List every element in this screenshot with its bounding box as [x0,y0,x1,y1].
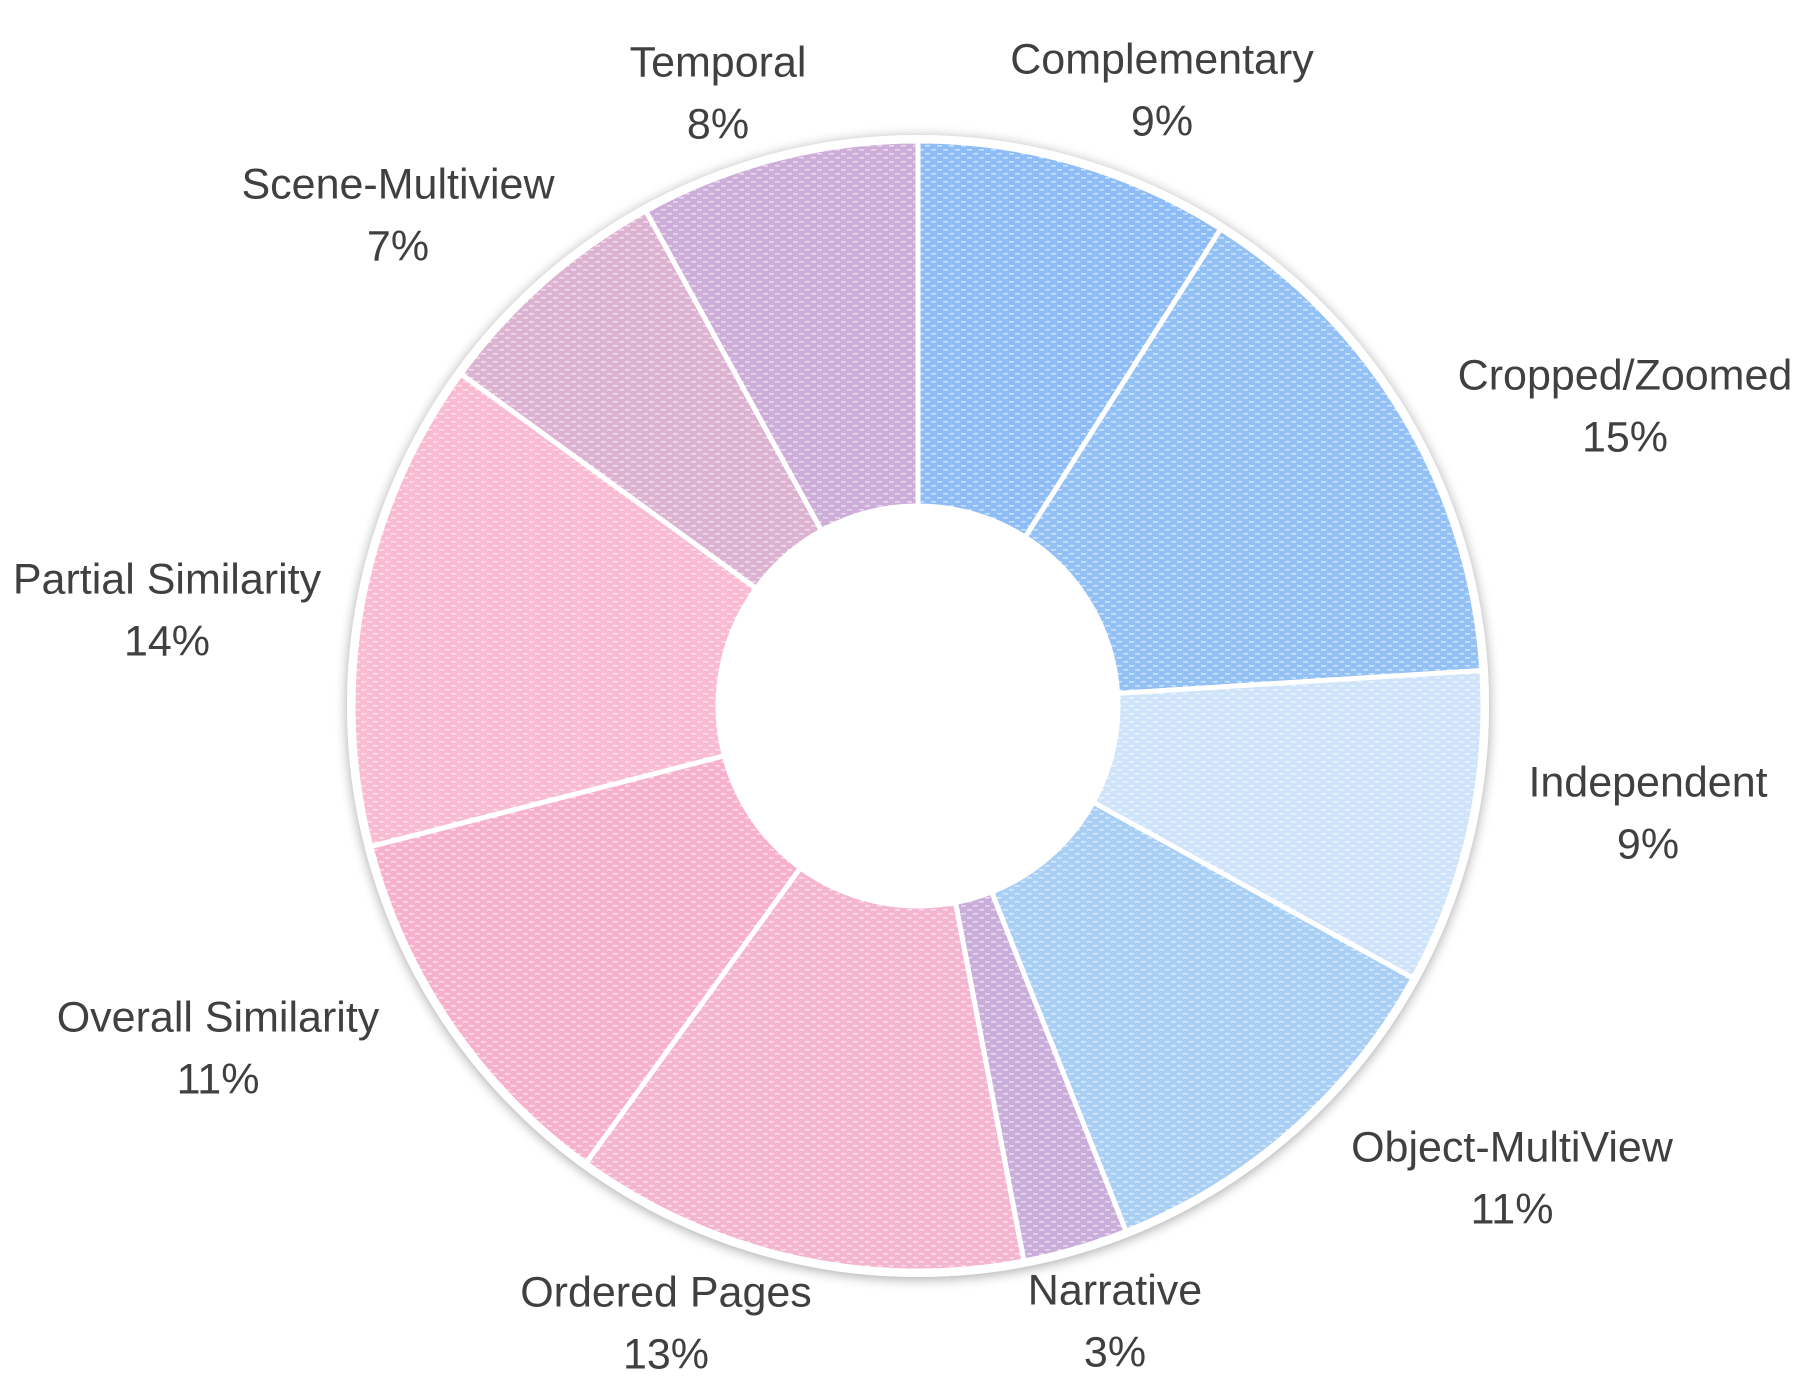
slice-category-label: Scene-Multiview [241,160,555,208]
slice-category-label: Narrative [1028,1266,1202,1314]
slice-percent-label: 3% [1084,1328,1146,1376]
slice-percent-label: 9% [1617,820,1679,868]
slice-category-label: Temporal [630,38,807,86]
slice-percent-label: 7% [367,222,429,270]
slice-percent-label: 11% [177,1055,260,1103]
slice-category-label: Independent [1528,758,1767,806]
slice-percent-label: 9% [1131,97,1193,145]
slice-percent-label: 15% [1582,413,1668,461]
slice-category-label: Cropped/Zoomed [1458,351,1793,399]
slice-labels: Complementary 9% Cropped/Zoomed 15% Independ… [13,35,1792,1378]
slice-category-label: Ordered Pages [520,1268,812,1316]
slice-percent-label: 13% [623,1330,709,1378]
slice-category-label: Object-MultiView [1351,1123,1674,1171]
slice-category-label: Partial Similarity [13,555,322,603]
donut-slices [350,138,1486,1274]
slice-percent-label: 11% [1471,1185,1554,1233]
donut-hole [716,504,1120,908]
donut-outer-rim [351,139,1485,1273]
slice-category-label: Overall Similarity [57,993,380,1041]
slice-percent-label: 8% [687,100,749,148]
slice-category-label: Complementary [1010,35,1314,83]
slice-percent-label: 14% [124,617,210,665]
